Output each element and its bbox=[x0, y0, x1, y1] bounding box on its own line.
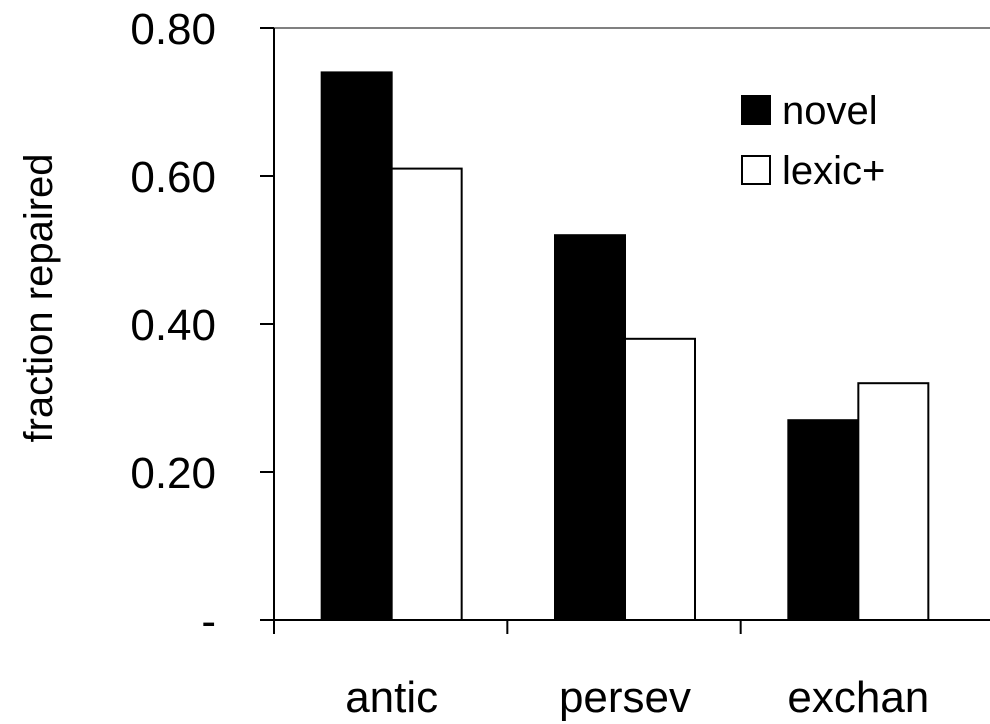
legend-label: novel bbox=[782, 89, 878, 133]
y-axis-title: fraction repaired bbox=[17, 153, 61, 442]
y-tick-label: 0.60 bbox=[130, 153, 216, 202]
bar-lexic-exchan bbox=[857, 382, 930, 622]
x-axis: antic persev exchan bbox=[273, 619, 990, 722]
bar-novel-antic bbox=[320, 71, 393, 621]
x-category-label: persev bbox=[559, 673, 691, 722]
bar-lexic-persev bbox=[624, 337, 696, 621]
bar-novel-exchan bbox=[787, 419, 860, 622]
y-tick-label: 0.80 bbox=[130, 5, 216, 54]
y-tick-label: 0.40 bbox=[130, 301, 216, 350]
legend-swatch bbox=[741, 95, 771, 125]
legend: novel lexic+ bbox=[741, 89, 885, 193]
bars bbox=[320, 71, 930, 622]
legend-label: lexic+ bbox=[782, 149, 885, 193]
x-category-label: exchan bbox=[787, 673, 929, 722]
y-tick-label: - bbox=[201, 597, 216, 646]
bar-novel-persev bbox=[554, 234, 626, 621]
y-tick-label: 0.20 bbox=[130, 449, 216, 498]
legend-swatch bbox=[741, 155, 771, 185]
bar-lexic-antic bbox=[390, 167, 463, 621]
y-axis: - 0.20 0.40 0.60 0.80 bbox=[130, 5, 275, 646]
x-category-label: antic bbox=[345, 673, 438, 722]
